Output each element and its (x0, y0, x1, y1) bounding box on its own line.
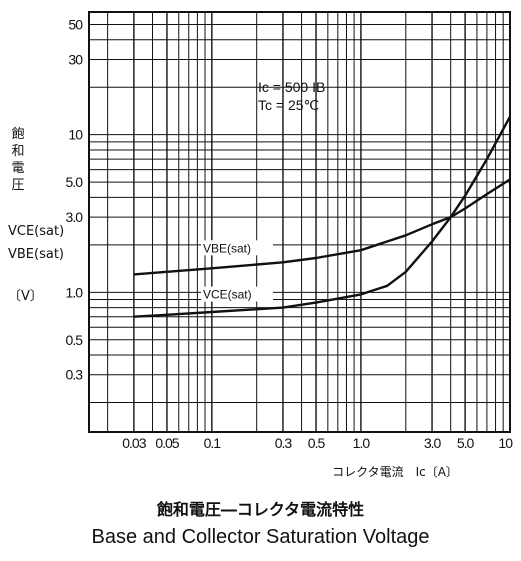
y-tick-label: 30 (68, 51, 83, 67)
series-label: VCE(sat) (203, 288, 252, 302)
y-axis-label-line: VBE(sat) (8, 247, 64, 262)
plot-frame (88, 11, 511, 433)
y-axis-label-line: 飽 (11, 127, 24, 142)
x-tick-label: 3.0 (424, 435, 442, 451)
x-tick-labels: 0.03 0.05 0.1 0.3 0.5 1.0 3.0 5.0 10 (122, 435, 514, 451)
test-conditions: Ic = 500 IB Tc = 25℃ (258, 79, 325, 113)
x-tick-label: 0.03 (122, 435, 146, 451)
series-line (133, 178, 511, 276)
y-axis-label-line: 圧 (11, 178, 24, 193)
y-tick-label: 3.0 (66, 209, 84, 225)
caption-japanese: 飽和電圧―コレクタ電流特性 (156, 500, 365, 519)
y-tick-label: 0.3 (66, 367, 84, 383)
y-axis-label-line: 電 (11, 161, 24, 176)
y-axis-label-line: 和 (11, 144, 24, 159)
y-tick-label: 5.0 (66, 174, 84, 190)
x-tick-label: 0.05 (155, 435, 179, 451)
y-axis-label-line: 〔V〕 (8, 289, 43, 304)
x-tick-label: 0.5 (308, 435, 326, 451)
condition-text: Tc = 25℃ (258, 97, 319, 113)
grid (89, 12, 510, 432)
x-tick-label: 10 (498, 435, 513, 451)
series-lines: VBE(sat) VCE(sat) (133, 116, 512, 318)
y-axis-label-line: VCE(sat) (8, 224, 64, 239)
condition-text: Ic = 500 IB (258, 79, 325, 95)
x-tick-label: 0.1 (204, 435, 222, 451)
x-tick-label: 0.3 (275, 435, 293, 451)
caption-english: Base and Collector Saturation Voltage (91, 526, 430, 548)
x-tick-label: 1.0 (353, 435, 371, 451)
x-axis-label: コレクタ電流 Ic〔A〕 (332, 465, 458, 479)
series-line (133, 116, 512, 318)
series-label: VBE(sat) (203, 241, 251, 255)
y-tick-label: 50 (68, 16, 83, 32)
y-tick-labels: 50 30 10 5.0 3.0 1.0 0.5 0.3 (66, 16, 85, 383)
y-tick-label: 0.5 (66, 332, 84, 348)
y-tick-label: 1.0 (66, 284, 84, 300)
x-tick-label: 5.0 (457, 435, 475, 451)
y-tick-label: 10 (68, 127, 83, 143)
series-label-bg (200, 286, 273, 302)
y-axis-label: 飽和電圧 VCE(sat) VBE(sat) 〔V〕 (8, 127, 64, 304)
series-label-bg (200, 240, 273, 256)
